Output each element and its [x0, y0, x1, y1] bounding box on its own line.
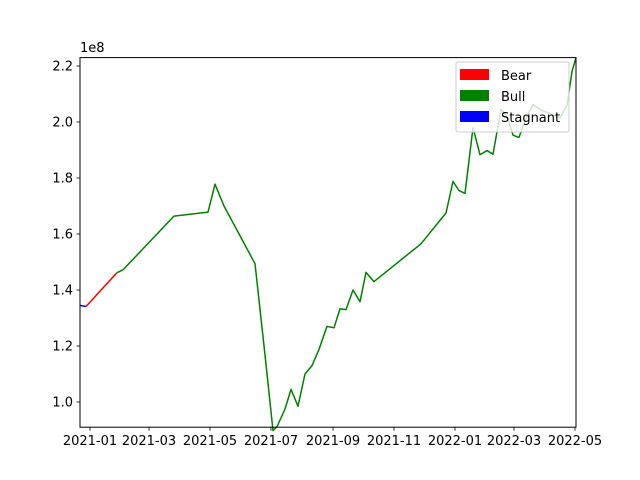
legend-swatch-bear	[460, 69, 489, 80]
y-tick-label: 2.2	[52, 60, 73, 75]
series-lines	[79, 57, 577, 432]
plot-frame	[79, 57, 577, 428]
y-tick-label: 1.6	[52, 228, 73, 243]
y-axis: 1.0 1.2 1.4 1.6 1.8 2.0 2.2	[52, 60, 80, 411]
x-tick-label: 2022-01	[428, 434, 482, 449]
x-axis: 2021-01 2021-03 2021-05 2021-07 2021-09 2021-…	[63, 427, 602, 449]
x-tick-label: 2021-11	[367, 434, 421, 449]
x-tick-label: 2021-05	[183, 434, 237, 449]
x-tick-label: 2021-01	[63, 434, 117, 449]
legend-label-stagnant: Stagnant	[501, 111, 560, 126]
legend-swatch-bull	[460, 90, 489, 101]
x-tick-label: 2021-07	[244, 434, 298, 449]
y-tick-label: 2.0	[52, 116, 73, 131]
y-tick-label: 1.2	[52, 340, 73, 355]
x-tick-label: 2022-05	[548, 434, 602, 449]
y-tick-label: 1.8	[52, 172, 73, 187]
series-line-stagnant	[79, 304, 87, 308]
x-tick-label: 2021-03	[122, 434, 176, 449]
x-tick-label: 2021-09	[306, 434, 360, 449]
legend-label-bear: Bear	[501, 69, 532, 84]
series-line-bear	[85, 272, 118, 308]
series-line-bull	[116, 57, 577, 432]
y-tick-label: 1.4	[52, 284, 73, 299]
y-axis-offset-label: 1e8	[80, 41, 105, 56]
legend-label-bull: Bull	[501, 90, 525, 105]
legend: Bear Bull Stagnant	[455, 61, 570, 133]
y-tick-label: 1.0	[52, 396, 73, 411]
x-tick-label: 2022-03	[487, 434, 541, 449]
legend-swatch-stagnant	[460, 111, 489, 122]
